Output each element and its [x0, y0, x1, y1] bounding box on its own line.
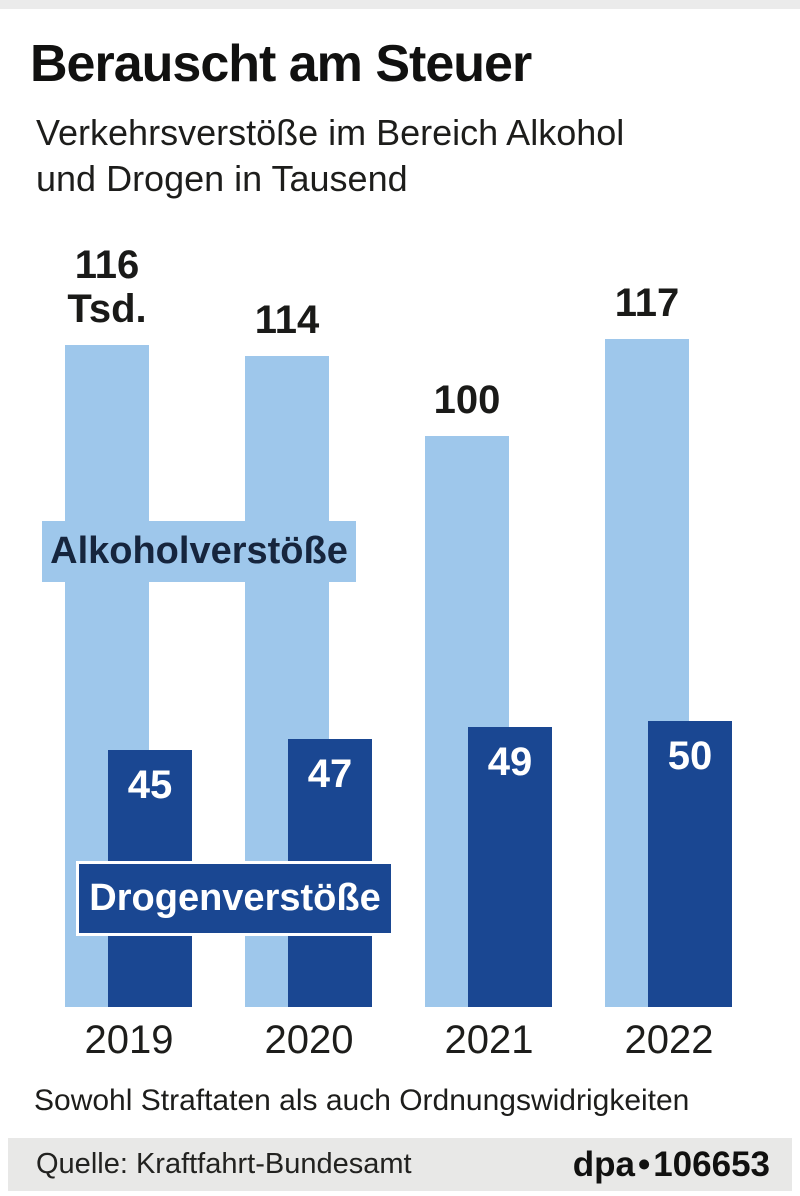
footnote: Sowohl Straftaten als auch Ordnungswidri…	[34, 1084, 690, 1117]
subtitle-line-2: und Drogen in Tausend	[36, 158, 408, 199]
bar-drogen-2021: 49	[468, 727, 552, 1007]
graphic-id: 106653	[653, 1144, 770, 1184]
x-axis-label-2022: 2022	[624, 1018, 714, 1062]
value-label-drogen-2020: 47	[307, 752, 353, 796]
bar-drogen-2022: 50	[648, 721, 732, 1007]
value-label-drogen-2019: 45	[127, 763, 173, 807]
value-label-drogen-2021: 49	[487, 740, 533, 784]
x-axis-label-2020: 2020	[264, 1018, 354, 1062]
x-axis-label-2019: 2019	[84, 1018, 174, 1062]
series-label-drogenverstoesse: Drogenverstöße	[76, 861, 394, 936]
page-title: Berauscht am Steuer	[30, 35, 532, 93]
source-label: Quelle: Kraftfahrt-Bundesamt	[36, 1148, 412, 1180]
value-label-alkohol-2021: 100	[433, 378, 501, 422]
top-divider-strip	[0, 0, 800, 9]
dpa-logo: dpa	[572, 1144, 635, 1184]
subtitle-line-1: Verkehrsverstöße im Bereich Alkohol	[36, 112, 625, 153]
dpa-credit: dpa • 106653	[573, 1145, 770, 1185]
unit-label: Tsd.	[67, 287, 147, 331]
x-axis-label-2021: 2021	[444, 1018, 534, 1062]
value-label-alkohol-2022: 117	[614, 281, 680, 325]
value-label-drogen-2022: 50	[667, 734, 713, 778]
dpa-bullet-icon: •	[637, 1144, 651, 1184]
value-label-alkohol-2020: 114	[254, 298, 320, 342]
value-label-alkohol-2019: 116 Tsd.	[40, 243, 174, 331]
footer-bar: Quelle: Kraftfahrt-Bundesamt dpa • 10665…	[8, 1138, 792, 1191]
series-label-alkoholverstoesse: Alkoholverstöße	[42, 521, 356, 582]
chart-subtitle: Verkehrsverstöße im Bereich Alkohol und …	[36, 110, 624, 202]
